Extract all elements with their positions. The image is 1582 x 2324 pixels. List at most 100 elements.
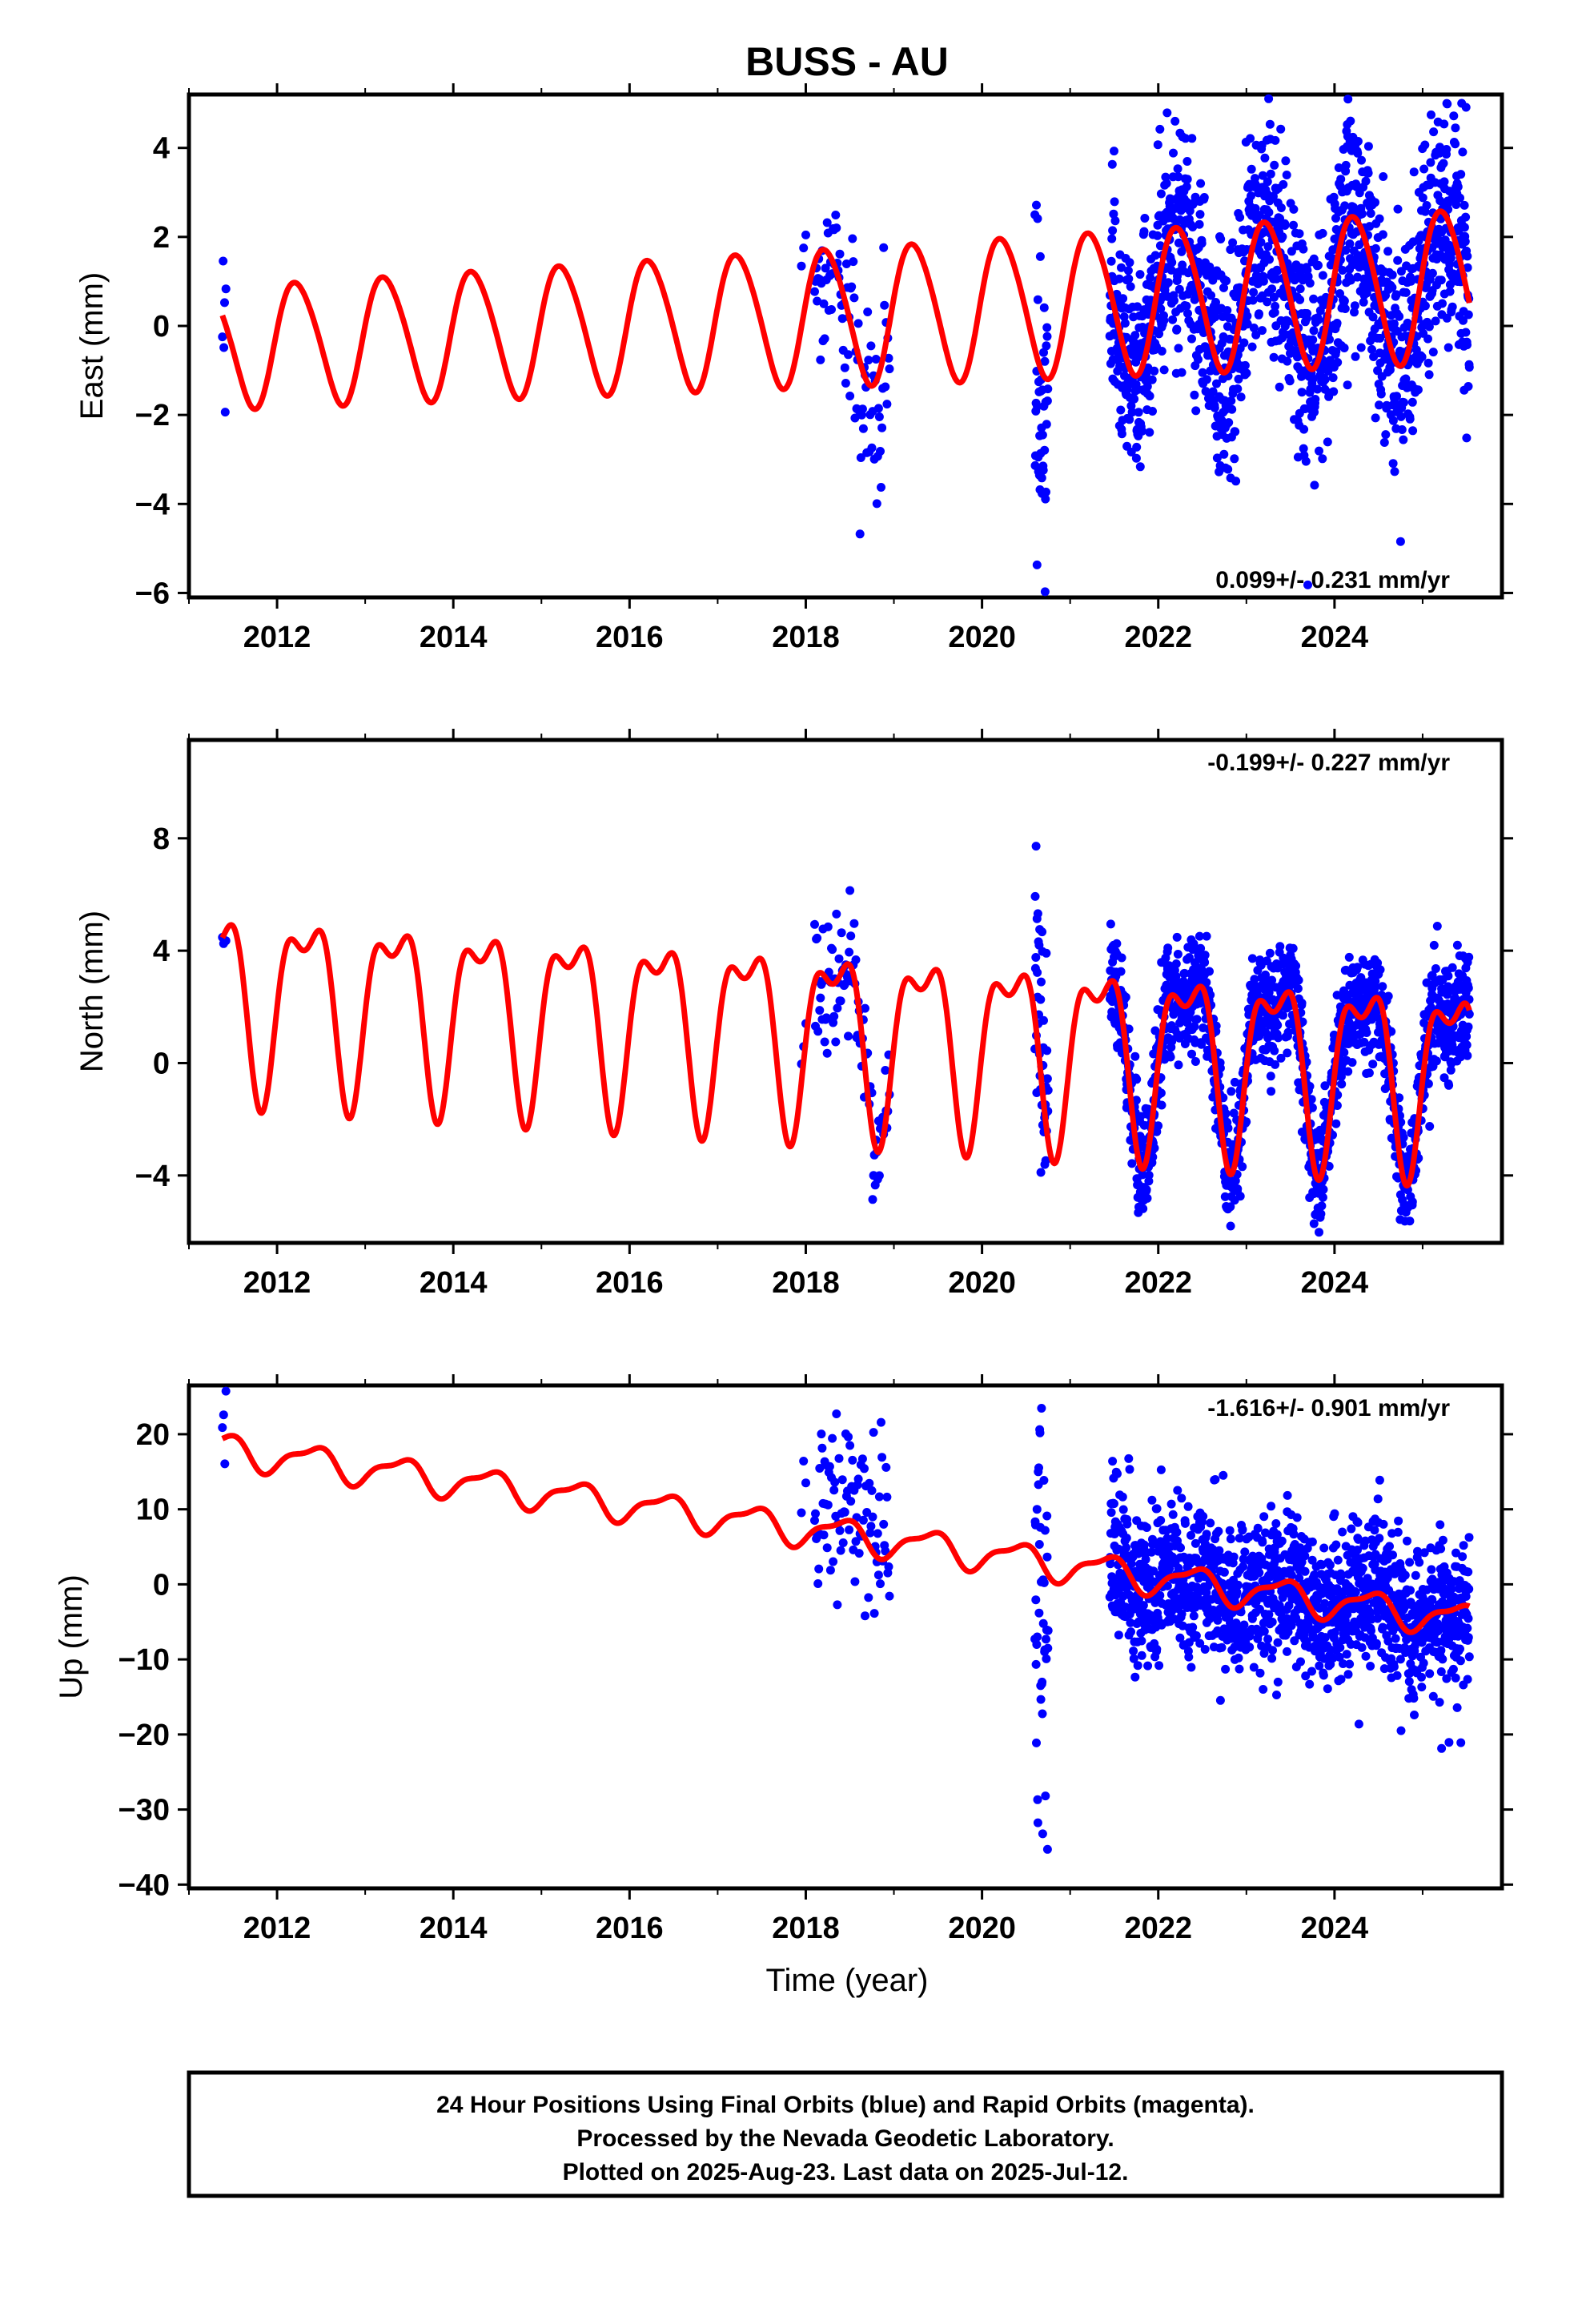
up-observation-point: [1225, 1526, 1235, 1535]
north-observation-point: [1464, 1022, 1473, 1031]
east-observation-point: [1243, 312, 1252, 321]
east-observation-point: [1035, 251, 1045, 261]
east-observation-point: [848, 234, 857, 243]
east-observation-point: [1236, 392, 1246, 402]
east-observation-point: [1107, 234, 1117, 243]
north-observation-point: [1464, 983, 1473, 993]
east-observation-point: [1240, 360, 1250, 370]
north-observation-point: [1197, 1039, 1207, 1049]
up-observation-point: [1125, 1465, 1134, 1474]
east-observation-point: [1037, 473, 1046, 483]
up-model-curve: [220, 1433, 1472, 1635]
up-observation-point: [1417, 1683, 1427, 1692]
east-observation-point: [1263, 297, 1272, 307]
east-observation-point: [1345, 239, 1355, 248]
north-observation-point: [816, 993, 825, 1003]
north-observation-point: [1235, 1192, 1245, 1201]
east-observation-point: [1351, 352, 1360, 361]
east-observation-point: [1435, 143, 1444, 152]
up-observation-point: [1043, 1643, 1053, 1653]
east-observation-point: [1132, 442, 1142, 452]
up-observation-point: [1267, 1502, 1276, 1511]
east-observation-point: [1318, 454, 1327, 464]
up-observation-point: [814, 1564, 824, 1574]
up-observation-point: [1275, 1601, 1284, 1610]
up-observation-point: [1336, 1675, 1346, 1684]
east-observation-point: [819, 299, 829, 308]
up-observation-point: [1419, 1659, 1428, 1668]
east-observation-point: [1146, 273, 1155, 283]
north-observation-point: [1261, 970, 1270, 979]
east-observation-point: [1303, 309, 1312, 318]
east-observation-point: [1249, 287, 1259, 297]
north-observation-point: [861, 1003, 869, 1013]
north-observation-point: [834, 954, 844, 963]
north-observation-point: [1422, 978, 1431, 987]
north-observation-point: [1443, 971, 1453, 981]
north-observation-point: [1336, 1072, 1346, 1081]
north-observation-point: [813, 933, 822, 943]
up-observation-point: [1200, 1645, 1210, 1654]
north-observation-point: [1339, 1047, 1349, 1057]
east-observation-point: [1429, 127, 1439, 137]
up-observation-point: [221, 1386, 231, 1396]
north-observation-point: [851, 955, 861, 964]
north-observation-point: [1439, 1073, 1449, 1083]
up-observation-point: [1033, 1818, 1042, 1827]
east-observation-point: [1266, 169, 1275, 179]
east-observation-point: [1219, 449, 1229, 459]
north-observation-point: [844, 1031, 853, 1041]
north-observation-point: [1202, 978, 1211, 987]
footer-line-1: 24 Hour Positions Using Final Orbits (bl…: [436, 2092, 1255, 2118]
north-observation-point: [1319, 1184, 1328, 1194]
east-observation-point: [1463, 251, 1472, 261]
up-observation-point: [858, 1515, 868, 1525]
east-observation-point: [1388, 459, 1398, 468]
east-observation-point: [1183, 308, 1192, 318]
east-observation-point: [1120, 319, 1130, 328]
east-observation-point: [1263, 242, 1273, 251]
east-observation-point: [1219, 283, 1228, 292]
east-observation-point: [1368, 312, 1378, 322]
east-observation-point: [1127, 408, 1137, 417]
north-observation-point: [1242, 1117, 1251, 1127]
up-observation-point: [1427, 1565, 1436, 1574]
up-observation-point: [1173, 1486, 1182, 1495]
up-observation-point: [801, 1478, 810, 1488]
up-observation-point: [1345, 1659, 1355, 1669]
east-observation-point: [1119, 312, 1129, 321]
east-observation-point: [1343, 380, 1352, 390]
east-observation-point: [1117, 263, 1126, 272]
east-observation-point: [1142, 382, 1152, 392]
east-observation-point: [1260, 153, 1270, 163]
north-y-tick-label: 8: [153, 822, 170, 856]
up-observation-point: [1436, 1667, 1446, 1676]
up-observation-point: [1195, 1638, 1205, 1648]
up-observation-point: [1130, 1672, 1140, 1682]
up-observation-point: [1126, 1627, 1135, 1637]
east-y-tick-label: 2: [153, 221, 170, 255]
up-observation-point: [1307, 1555, 1317, 1565]
north-observation-point: [1195, 931, 1204, 941]
up-gridless-ticks: 2012 2014 2016 2018 2020 2022 2024−40−30−20−10…: [118, 1374, 1513, 1945]
up-observation-point: [829, 1557, 838, 1566]
east-observation-point: [1340, 201, 1350, 211]
up-observation-point: [1411, 1570, 1420, 1580]
north-observation-point: [1144, 1171, 1154, 1180]
east-observation-point: [813, 296, 822, 306]
up-observation-point: [1271, 1519, 1281, 1528]
east-observation-point: [1406, 276, 1415, 286]
east-observation-point: [1195, 210, 1205, 219]
east-observation-point: [1282, 171, 1291, 179]
up-observation-point: [1287, 1570, 1296, 1580]
north-observation-point: [1037, 977, 1046, 987]
north-observation-point: [1265, 948, 1275, 958]
east-observation-point: [1281, 156, 1291, 166]
east-observation-point: [866, 341, 876, 351]
east-observation-point: [1314, 315, 1323, 324]
east-observation-point: [1032, 200, 1041, 210]
north-observation-point: [1283, 1048, 1292, 1058]
north-observation-point: [810, 919, 819, 929]
north-observation-point: [1196, 943, 1206, 953]
east-observation-point: [1224, 418, 1234, 428]
